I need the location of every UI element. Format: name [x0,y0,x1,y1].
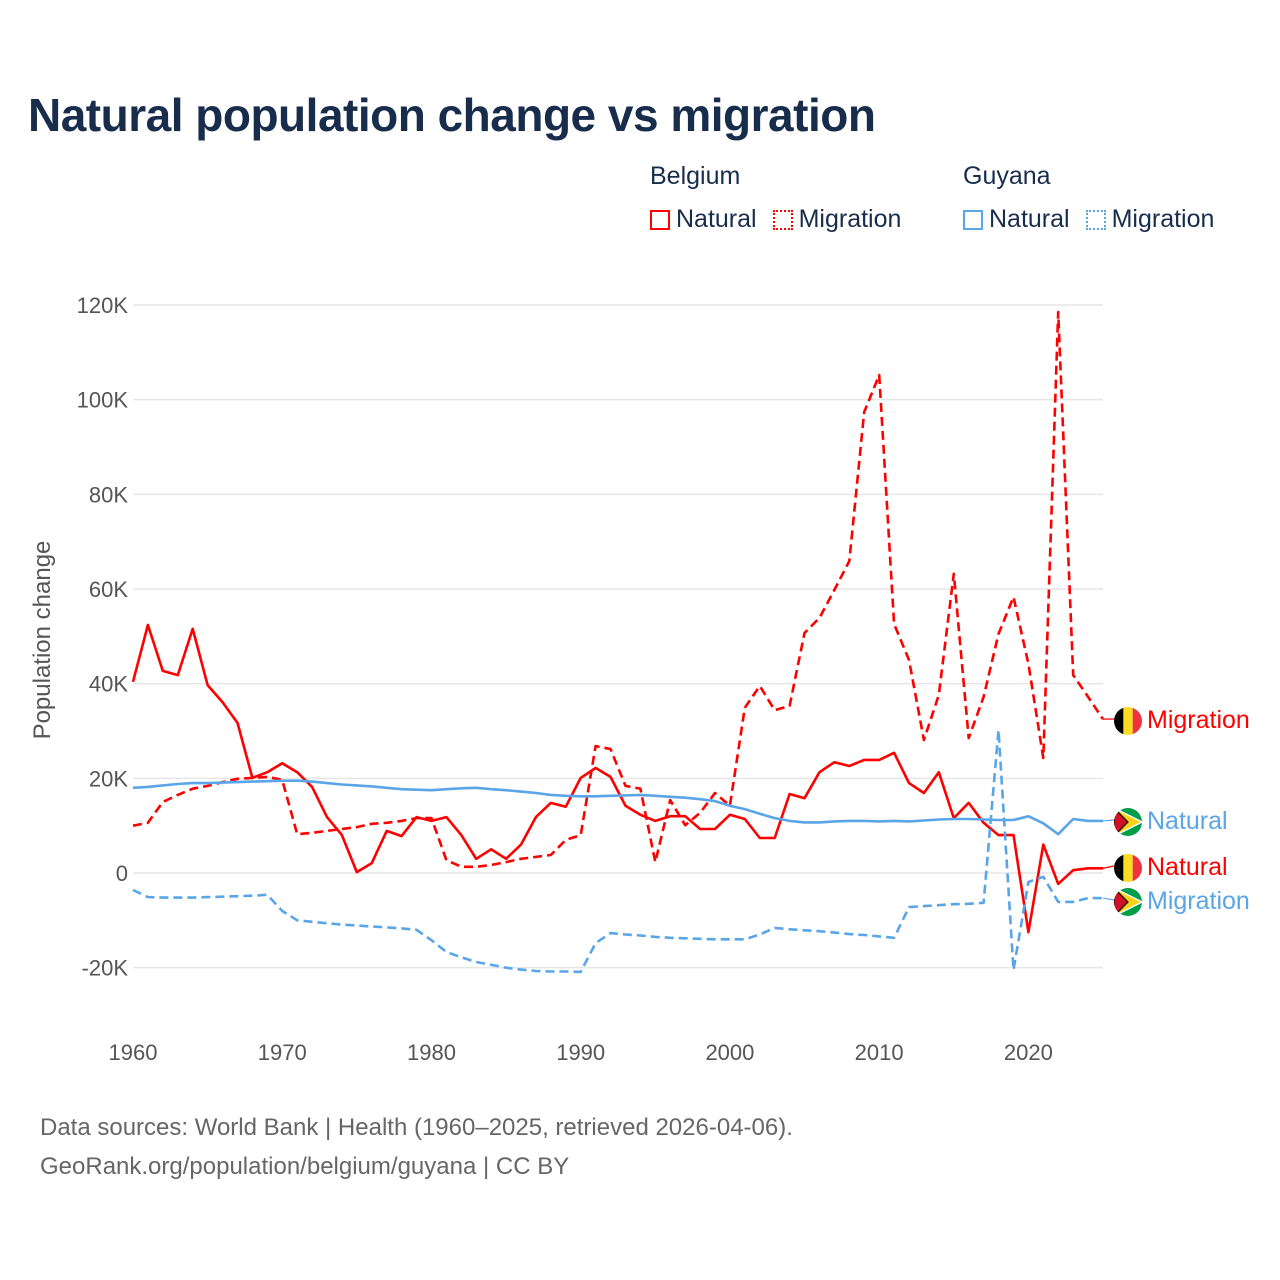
series-lines [131,310,1115,974]
dotted-swatch-icon [1085,209,1106,230]
end-label-belgium-natural: Natural [1147,853,1228,881]
x-tick-label: 1960 [109,1040,158,1065]
y-axis-label: Population change [29,541,56,740]
dotted-swatch-icon [772,209,793,230]
gridlines [133,304,1103,969]
legend-belgium: Belgium Natural Migration [650,162,909,234]
y-tick-label: 100K [77,388,129,413]
x-tick-label: 1990 [556,1040,605,1065]
footer: Data sources: World Bank | Health (1960–… [40,1108,793,1186]
legend-item-guyana-natural[interactable]: Natural [963,205,1070,234]
y-tick-label: 0 [116,861,128,886]
legend-item-guyana-migration[interactable]: Migration [1085,205,1215,234]
belgium-flag-icon [1114,707,1142,735]
x-tick-label: 2010 [855,1040,904,1065]
series-line-belgium-natural [131,623,1103,934]
label-connector [1102,819,1115,822]
label-connector [1102,897,1115,901]
legend-label: Migration [1111,205,1215,233]
y-tick-label: 40K [89,672,128,697]
legend-guyana: Guyana Natural Migration [963,162,1222,234]
series-line-belgium-migration [132,310,1105,869]
end-label-guyana-natural: Natural [1147,807,1228,835]
x-axis-ticks: 1960 1970 1980 1990 2000 2010 2020 [109,1040,1053,1065]
series-line-guyana-natural [132,779,1103,836]
legend-heading: Guyana [963,162,1051,190]
x-tick-label: 1970 [258,1040,307,1065]
legend-item-belgium-migration[interactable]: Migration [772,205,902,234]
chart-title: Natural population change vs migration [28,89,876,141]
legend-heading: Belgium [650,162,741,190]
solid-swatch-icon [963,209,983,230]
solid-swatch-icon [650,209,670,230]
belgium-flag-icon [1114,854,1142,882]
y-tick-label: 60K [89,577,128,602]
y-tick-label: -20K [82,956,129,981]
y-tick-label: 20K [89,766,128,791]
attribution-link[interactable]: GeoRank.org/population/belgium/guyana | … [40,1153,570,1180]
series-line-guyana-migration [132,728,1103,974]
y-tick-label: 120K [77,293,129,318]
legend-label: Natural [676,205,757,233]
end-label-guyana-migration: Migration [1147,887,1250,915]
label-connector [1102,865,1115,869]
legend-label: Migration [798,205,902,233]
x-tick-label: 2000 [705,1040,754,1065]
data-source-text: Data sources: World Bank | Health (1960–… [40,1114,793,1141]
end-labels: Natural Migration Natural Migration [1114,706,1250,916]
guyana-flag-icon [1114,888,1142,916]
x-tick-label: 1980 [407,1040,456,1065]
x-tick-label: 2020 [1004,1040,1053,1065]
guyana-flag-icon [1114,808,1142,836]
end-label-belgium-migration: Migration [1147,706,1250,734]
y-tick-label: 80K [89,482,128,507]
y-axis-ticks: -20K 0 20K 40K 60K 80K 100K 120K [77,293,129,981]
legend-label: Natural [989,205,1070,233]
legend-item-belgium-natural[interactable]: Natural [650,205,757,234]
